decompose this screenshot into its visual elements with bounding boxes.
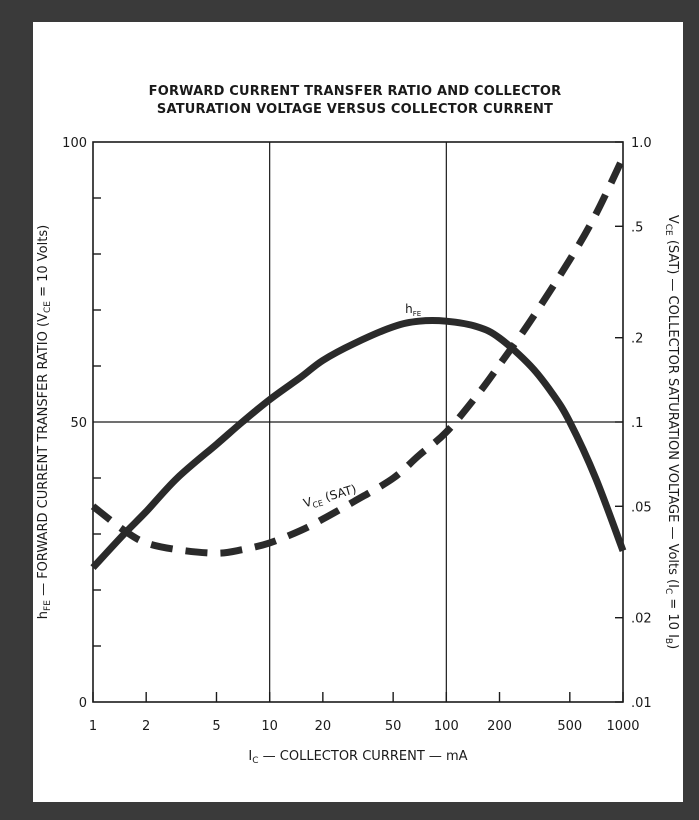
x-tick-label-10: 10 (261, 719, 278, 734)
axis-labels: hFE VCE (SAT) IC — COLLECTOR CURRENT — mA h… (36, 215, 680, 766)
y-right-axis-ticks: .01 .02 .05 .1 .2 .5 1.0 (615, 136, 652, 711)
chart-title-line-1: FORWARD CURRENT TRANSFER RATIO AND COLLE… (149, 84, 562, 99)
y-right-tick-label-.2: .2 (631, 332, 643, 347)
y-right-axis-label: VCE (SAT) — COLLECTOR SATURATION VOLTAGE… (663, 215, 680, 649)
y-right-tick-label-.05: .05 (631, 500, 652, 515)
series-hfe-line (90, 317, 627, 570)
x-tick-label-50: 50 (385, 719, 402, 734)
y-left-tick-label-0: 0 (79, 696, 87, 711)
x-axis-ticks: 1 2 5 10 20 50 100 200 500 1000 (89, 692, 640, 734)
chart-title: FORWARD CURRENT TRANSFER RATIO AND COLLE… (149, 84, 562, 117)
series-vce-sat-label: VCE (SAT) (302, 482, 359, 512)
y-right-tick-label-.02: .02 (631, 612, 652, 627)
x-tick-label-200: 200 (487, 719, 512, 734)
y-right-tick-label-.1: .1 (631, 416, 643, 431)
series-hfe-label: hFE (405, 302, 421, 318)
y-right-tick-label-.5: .5 (631, 220, 643, 235)
y-right-tick-label-1.0: 1.0 (631, 136, 652, 151)
y-left-tick-label-50: 50 (70, 416, 87, 431)
x-axis-label: IC — COLLECTOR CURRENT — mA (248, 749, 467, 766)
chart-title-line-2: SATURATION VOLTAGE VERSUS COLLECTOR CURR… (157, 102, 553, 117)
x-tick-label-1: 1 (89, 719, 97, 734)
y-left-axis-ticks: 0 50 100 (62, 136, 101, 711)
x-tick-label-5: 5 (212, 719, 220, 734)
x-tick-label-2: 2 (142, 719, 150, 734)
x-tick-label-1000: 1000 (606, 719, 639, 734)
series-vce-sat-line (90, 155, 627, 557)
x-tick-label-100: 100 (434, 719, 459, 734)
chart-grid (93, 142, 623, 702)
series-group (90, 155, 627, 570)
y-left-tick-label-100: 100 (62, 136, 87, 151)
y-left-axis-label: hFE — FORWARD CURRENT TRANSFER RATIO (VC… (36, 225, 53, 619)
x-tick-label-500: 500 (557, 719, 582, 734)
x-tick-label-20: 20 (315, 719, 332, 734)
y-right-tick-label-.01: .01 (631, 696, 652, 711)
chart-paper: FORWARD CURRENT TRANSFER RATIO AND COLLE… (33, 22, 683, 802)
chart-svg: FORWARD CURRENT TRANSFER RATIO AND COLLE… (36, 84, 680, 766)
